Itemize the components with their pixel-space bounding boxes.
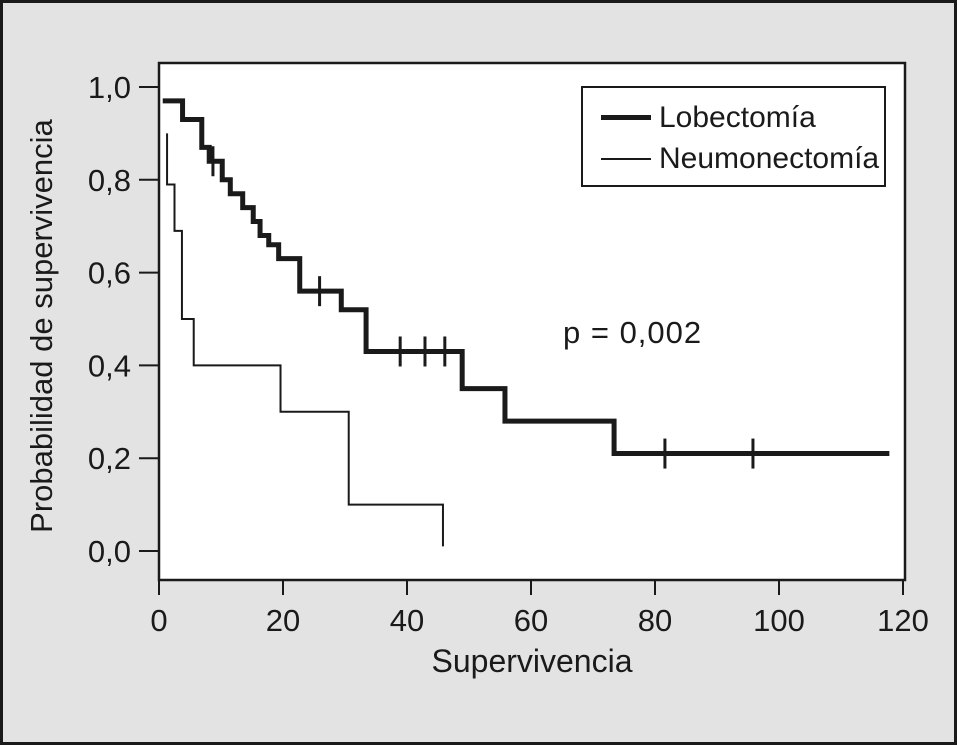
x-tick-label: 20	[266, 603, 300, 638]
thin-line-swatch	[601, 157, 651, 160]
x-tick-label: 40	[390, 603, 424, 638]
y-tick-label: 0,6	[88, 256, 131, 291]
legend-box: Lobectomía Neumonectomía	[581, 86, 886, 187]
x-tick-label: 0	[150, 603, 167, 638]
y-tick-label: 0,0	[88, 534, 131, 569]
y-tick-label: 0,2	[88, 441, 131, 476]
legend-label-lobectomia: Lobectomía	[659, 100, 816, 134]
y-tick-label: 0,8	[88, 163, 131, 198]
x-axis-title: Supervivencia	[431, 643, 633, 679]
thick-line-swatch	[601, 115, 651, 120]
curve-neumonectomia	[166, 133, 444, 547]
x-tick-label: 120	[877, 603, 929, 638]
x-tick-label: 100	[753, 603, 805, 638]
curve-lobectomia	[162, 98, 890, 457]
p-value-annotation: p = 0,002	[563, 315, 703, 350]
x-tick-label: 80	[638, 603, 672, 638]
legend-item-lobectomia: Lobectomía	[601, 97, 884, 138]
legend-label-neumonectomia: Neumonectomía	[659, 141, 880, 175]
y-tick-label: 0,4	[88, 348, 131, 383]
y-tick-label: 1,0	[88, 70, 131, 105]
legend-item-neumonectomia: Neumonectomía	[601, 138, 884, 179]
x-tick-label: 60	[514, 603, 548, 638]
y-axis-title: Probabilidad de supervivencia	[24, 119, 59, 533]
